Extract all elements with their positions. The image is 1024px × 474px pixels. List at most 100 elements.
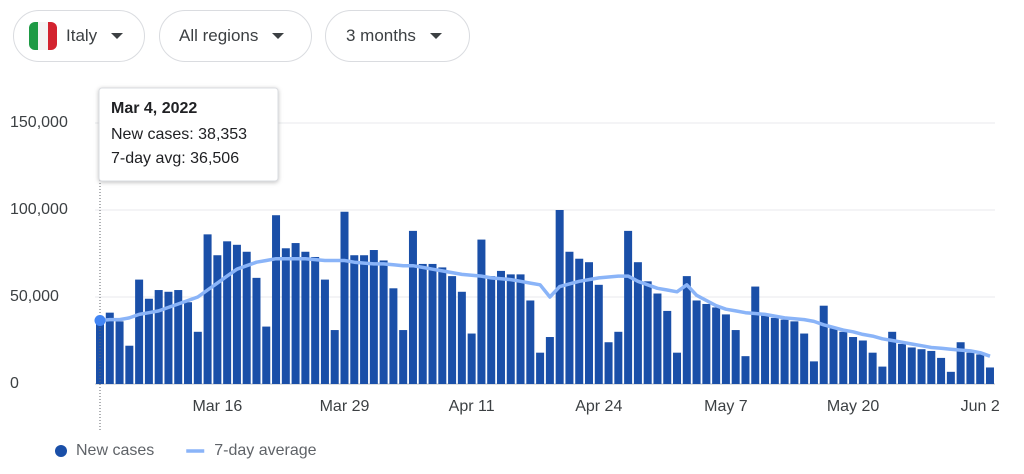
bar — [360, 255, 369, 384]
bar — [555, 210, 564, 384]
bar — [115, 321, 124, 384]
bar — [291, 243, 300, 384]
bar — [262, 326, 271, 384]
tooltip — [98, 87, 279, 182]
bar — [536, 352, 545, 384]
bar — [213, 255, 222, 384]
bar — [281, 248, 290, 384]
bar — [761, 314, 770, 384]
bar — [800, 333, 809, 384]
x-tick-label: Jun 2 — [961, 398, 1000, 415]
bar — [125, 345, 134, 384]
bar — [164, 291, 173, 384]
bar — [858, 340, 867, 384]
bar — [487, 276, 496, 384]
bar — [897, 343, 906, 384]
bar — [682, 276, 691, 384]
x-tick-label: Mar 29 — [320, 398, 370, 415]
tooltip-title: Mar 4, 2022 — [111, 100, 197, 117]
bar — [350, 255, 359, 384]
bar — [712, 307, 721, 384]
bar — [868, 352, 877, 384]
bar — [849, 337, 858, 384]
x-tick-label: May 7 — [704, 398, 748, 415]
bar — [585, 262, 593, 384]
range-dropdown[interactable]: 3 months — [325, 10, 470, 62]
bar — [408, 230, 417, 384]
bar — [829, 328, 838, 384]
bar — [418, 263, 427, 384]
bar — [340, 211, 349, 384]
bar — [614, 331, 623, 384]
bar — [154, 290, 163, 384]
bar — [937, 357, 946, 384]
bar — [399, 330, 408, 384]
bar — [516, 274, 525, 384]
bar — [956, 342, 965, 384]
bar — [330, 330, 339, 384]
bar — [780, 319, 789, 384]
bar — [604, 342, 613, 384]
y-tick-label: 100,000 — [10, 201, 68, 218]
tooltip-line: New cases: 38,353 — [111, 126, 247, 143]
bar — [174, 290, 183, 384]
country-dropdown[interactable]: Italy — [13, 10, 145, 62]
bar — [184, 302, 193, 384]
bar — [927, 350, 936, 384]
bar — [144, 298, 153, 384]
bar — [741, 356, 750, 384]
flag — [29, 22, 57, 50]
bar — [819, 305, 828, 384]
legend-swatch — [55, 445, 67, 457]
bar — [105, 312, 114, 384]
bar — [96, 317, 104, 384]
y-tick-label: 0 — [10, 375, 19, 392]
bar — [594, 284, 603, 384]
bar — [770, 317, 779, 384]
bar — [966, 352, 975, 384]
bar — [721, 314, 730, 384]
bar — [252, 277, 261, 384]
bar — [193, 331, 202, 384]
bar — [457, 291, 466, 384]
bar — [379, 260, 388, 384]
bar — [545, 337, 554, 384]
bar — [135, 279, 144, 384]
region-label: All regions — [179, 26, 259, 45]
bar — [506, 274, 515, 384]
bar — [751, 286, 760, 384]
bar — [369, 250, 378, 384]
bar — [702, 303, 711, 384]
bar — [809, 361, 818, 384]
legend-label: 7-day average — [214, 442, 316, 459]
bar — [242, 251, 251, 384]
bar — [888, 331, 897, 384]
bar — [673, 352, 682, 384]
bar — [917, 349, 926, 384]
country-label: Italy — [66, 26, 98, 45]
x-tick-label: Mar 16 — [192, 398, 242, 415]
bar — [878, 366, 887, 384]
bar — [790, 321, 799, 384]
bar — [272, 215, 281, 384]
bar — [467, 333, 476, 384]
bar — [653, 293, 662, 384]
bar — [203, 234, 212, 384]
region-dropdown[interactable]: All regions — [159, 10, 312, 62]
bar — [301, 251, 310, 384]
x-tick-label: May 20 — [827, 398, 880, 415]
bar — [389, 288, 398, 384]
bar — [907, 347, 916, 384]
bar — [526, 300, 535, 384]
bar — [575, 258, 584, 384]
bar — [985, 367, 994, 384]
bar — [731, 330, 740, 384]
bar — [946, 371, 955, 384]
bar — [633, 262, 642, 384]
bar — [428, 263, 437, 384]
y-tick-label: 50,000 — [10, 288, 59, 305]
bar — [496, 270, 505, 384]
bar — [438, 267, 447, 384]
bar — [477, 239, 486, 384]
